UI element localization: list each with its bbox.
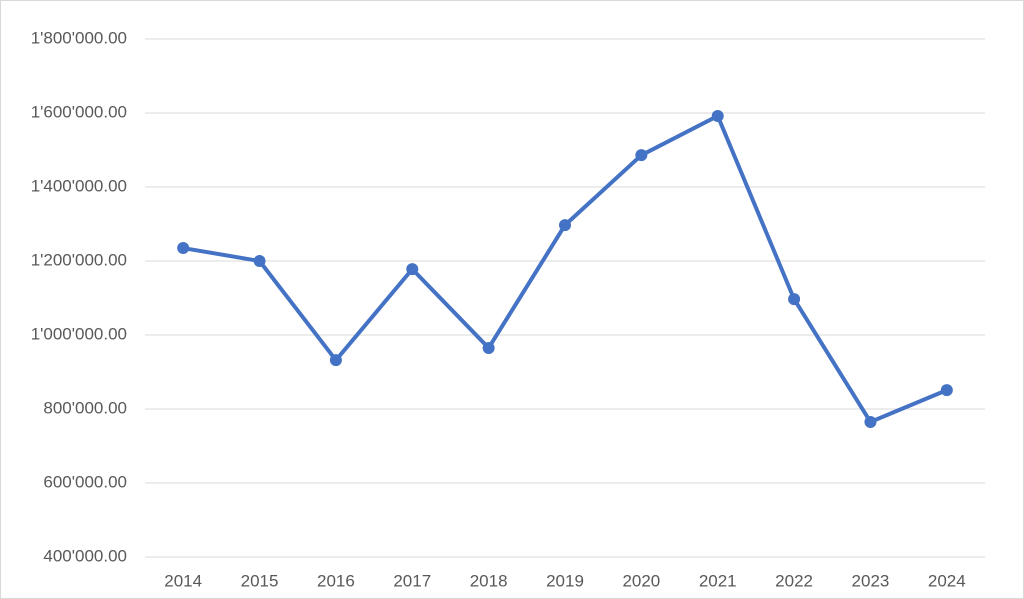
x-tick-label: 2018 <box>470 571 508 590</box>
point <box>559 219 571 232</box>
x-tick-label: 2022 <box>775 571 813 590</box>
point <box>177 242 190 255</box>
y-tick-label: 1'600'000.00 <box>31 102 127 121</box>
y-tick-label: 800'000.00 <box>43 398 127 417</box>
x-tick-label: 2021 <box>699 571 737 590</box>
x-tick-label: 2016 <box>317 571 355 590</box>
x-tick-label: 2014 <box>164 571 202 590</box>
x-tick-label: 2015 <box>241 571 279 590</box>
y-tick-label: 1'400'000.00 <box>31 176 127 195</box>
y-tick-label: 1'800'000.00 <box>31 28 127 47</box>
y-tick-label: 600'000.00 <box>43 472 127 491</box>
point <box>482 341 495 354</box>
point <box>253 255 266 267</box>
x-tick-label: 2020 <box>622 571 660 590</box>
y-tick-label: 400'000.00 <box>43 546 127 565</box>
point <box>711 109 724 122</box>
x-tick-label: 2023 <box>852 571 890 590</box>
y-tick-label: 1'200'000.00 <box>31 250 127 269</box>
point <box>940 384 953 397</box>
point <box>329 354 342 367</box>
x-tick-label: 2019 <box>546 571 584 590</box>
point <box>864 415 877 428</box>
point <box>406 263 419 276</box>
x-tick-label: 2017 <box>393 571 431 590</box>
x-tick-label: 2024 <box>928 571 966 590</box>
point <box>635 149 648 162</box>
point <box>788 293 801 306</box>
y-tick-label: 1'000'000.00 <box>31 324 127 343</box>
